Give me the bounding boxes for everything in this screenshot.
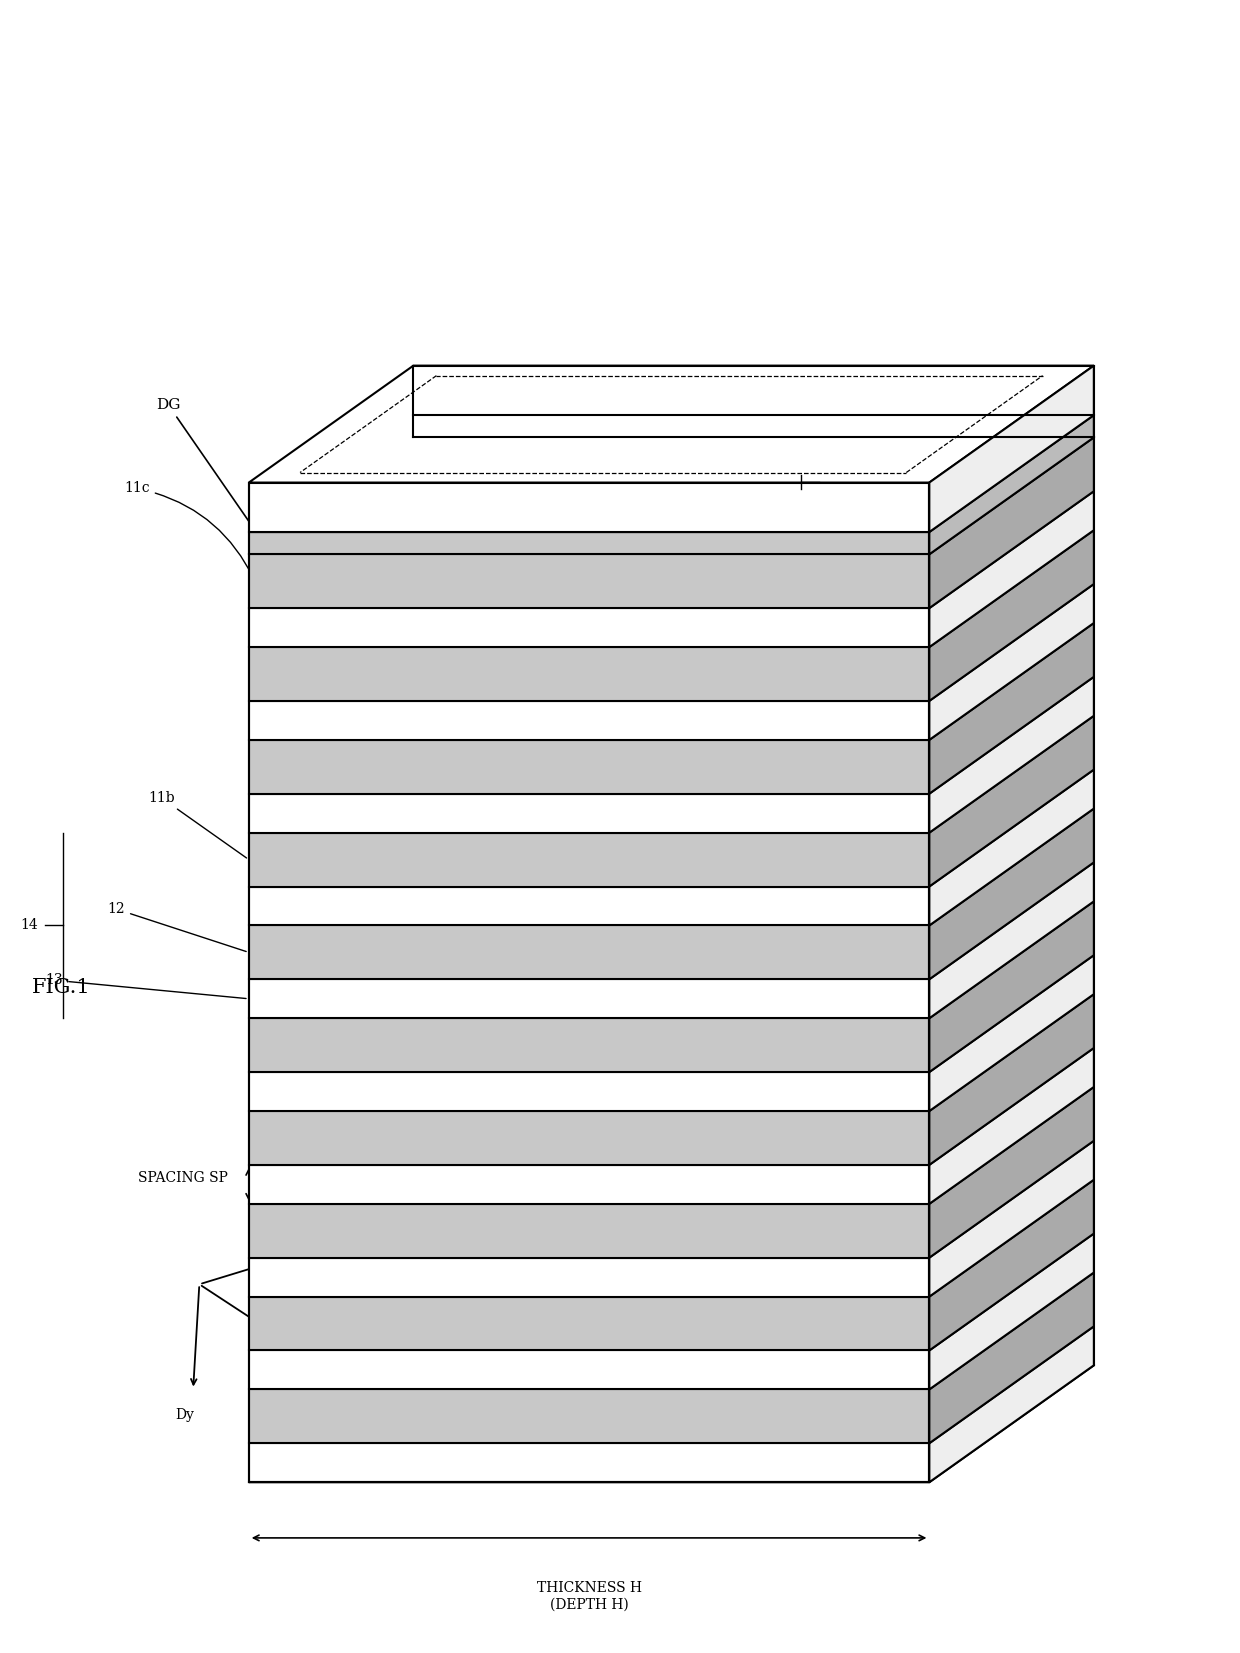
Polygon shape — [249, 793, 929, 833]
Polygon shape — [929, 808, 1094, 979]
Text: DG: DG — [156, 398, 265, 544]
Text: 12: 12 — [108, 903, 247, 952]
Text: Dx: Dx — [284, 1331, 303, 1344]
Polygon shape — [249, 701, 929, 741]
Polygon shape — [929, 993, 1094, 1165]
Text: WIDTH W: WIDTH W — [439, 1033, 451, 1098]
Polygon shape — [929, 1273, 1094, 1443]
Text: 11c: 11c — [124, 481, 254, 579]
Text: PITCH P: PITCH P — [631, 1036, 645, 1093]
Polygon shape — [929, 531, 1094, 701]
Polygon shape — [249, 926, 929, 979]
Polygon shape — [249, 886, 929, 926]
Polygon shape — [249, 483, 929, 532]
Text: 11: 11 — [826, 474, 844, 489]
Polygon shape — [249, 1111, 929, 1165]
Text: Dy: Dy — [175, 1408, 193, 1422]
Polygon shape — [929, 676, 1094, 833]
Polygon shape — [249, 1018, 929, 1073]
Polygon shape — [249, 646, 929, 701]
Polygon shape — [249, 1165, 929, 1203]
Text: WIDTH w: WIDTH w — [551, 921, 563, 984]
Polygon shape — [929, 1233, 1094, 1390]
Polygon shape — [929, 1048, 1094, 1203]
Polygon shape — [929, 1141, 1094, 1296]
Polygon shape — [929, 770, 1094, 926]
Polygon shape — [249, 1296, 929, 1351]
Polygon shape — [929, 1088, 1094, 1258]
Polygon shape — [249, 741, 929, 793]
Polygon shape — [249, 1443, 929, 1483]
Polygon shape — [929, 863, 1094, 1018]
Text: SPACING SP: SPACING SP — [138, 1172, 228, 1185]
Polygon shape — [249, 833, 929, 886]
Polygon shape — [249, 979, 929, 1018]
Polygon shape — [929, 438, 1094, 608]
Text: 11b: 11b — [148, 790, 247, 858]
Polygon shape — [249, 1258, 929, 1296]
Polygon shape — [929, 415, 1094, 554]
Polygon shape — [249, 532, 929, 554]
Text: Dz: Dz — [301, 1248, 319, 1261]
Polygon shape — [249, 554, 929, 608]
Polygon shape — [249, 365, 1094, 483]
Text: 11b: 11b — [605, 468, 790, 541]
Polygon shape — [249, 1351, 929, 1390]
Polygon shape — [249, 1390, 929, 1443]
Polygon shape — [929, 1326, 1094, 1483]
Polygon shape — [249, 415, 1094, 532]
Polygon shape — [929, 623, 1094, 793]
Text: 14: 14 — [21, 919, 38, 932]
Polygon shape — [929, 491, 1094, 646]
Polygon shape — [929, 365, 1094, 532]
Text: FIG.1: FIG.1 — [32, 979, 91, 997]
Polygon shape — [249, 1365, 1094, 1483]
Polygon shape — [929, 1180, 1094, 1351]
Text: 11a: 11a — [605, 481, 821, 519]
Polygon shape — [929, 584, 1094, 741]
Text: 13: 13 — [46, 974, 246, 998]
Polygon shape — [929, 955, 1094, 1111]
Polygon shape — [249, 1203, 929, 1258]
Polygon shape — [249, 608, 929, 646]
Polygon shape — [929, 901, 1094, 1073]
Text: THICKNESS H
(DEPTH H): THICKNESS H (DEPTH H) — [537, 1582, 641, 1612]
Polygon shape — [929, 716, 1094, 886]
Polygon shape — [249, 1073, 929, 1111]
